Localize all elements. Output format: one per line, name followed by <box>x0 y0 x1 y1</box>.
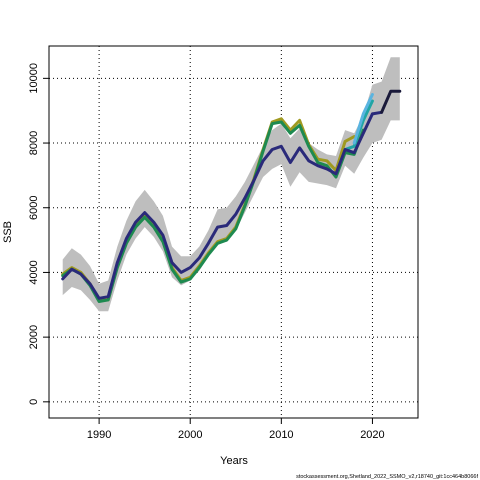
series-line-main <box>61 112 374 300</box>
source-caption: stockassessment.org,Shetland_2022_SSMO_v… <box>296 474 478 480</box>
x-tick-label: 2020 <box>360 429 384 441</box>
x-axis-title: Years <box>220 455 248 467</box>
y-tick-label: 4000 <box>28 260 40 284</box>
x-tick-label: 1990 <box>87 429 111 441</box>
series-line-green <box>61 120 365 303</box>
plot-frame <box>48 45 419 419</box>
series-line-olive <box>61 117 356 302</box>
series-line-lightblue <box>352 93 374 145</box>
series-lines <box>61 89 402 303</box>
y-tick-label: 0 <box>28 399 40 405</box>
y-tick-label: 2000 <box>28 325 40 349</box>
y-tick-label: 10000 <box>28 63 40 94</box>
y-axis-title: SSB <box>2 221 14 243</box>
x-tick-label: 2010 <box>269 429 293 441</box>
y-axis: 0 2000 4000 6000 8000 10000 <box>28 63 49 405</box>
x-tick-label: 2000 <box>178 429 202 441</box>
y-tick-label: 8000 <box>28 131 40 155</box>
y-tick-label: 6000 <box>28 195 40 219</box>
x-axis: 1990 2000 2010 2020 <box>87 418 385 441</box>
series-line-main <box>370 110 384 116</box>
confidence-band <box>62 57 400 312</box>
series-line-tail <box>380 89 402 114</box>
